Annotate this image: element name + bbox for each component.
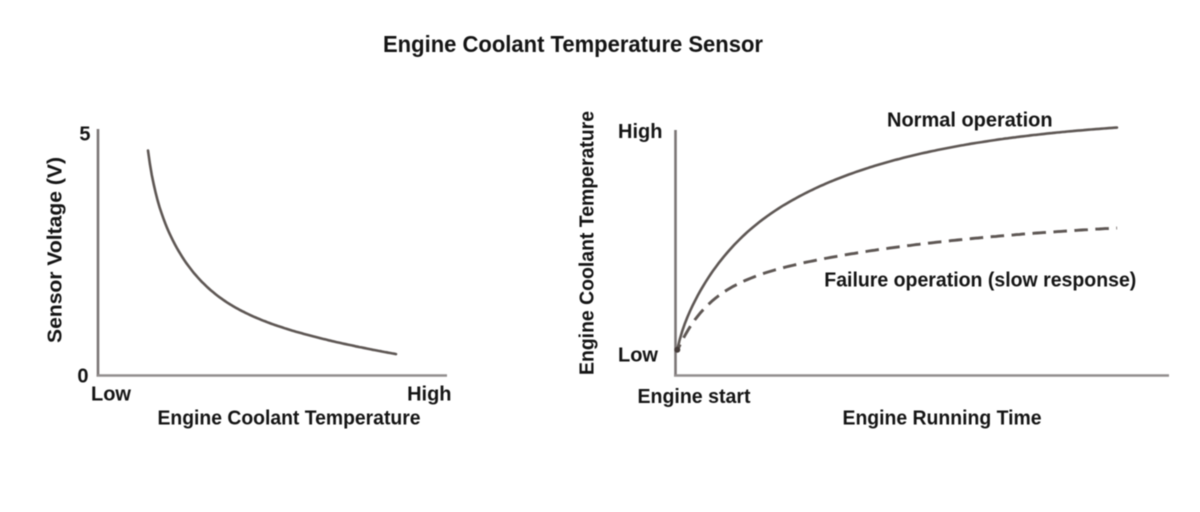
svg-text:Engine Coolant Temperature Sen: Engine Coolant Temperature Sensor [383, 31, 763, 57]
svg-text:High: High [618, 121, 662, 143]
svg-text:5: 5 [79, 124, 90, 146]
svg-text:Low: Low [618, 345, 658, 367]
svg-text:Engine Coolant Temperature: Engine Coolant Temperature [577, 111, 599, 375]
svg-text:Normal operation: Normal operation [887, 110, 1053, 132]
svg-text:Sensor Voltage (V): Sensor Voltage (V) [45, 157, 67, 343]
svg-text:0: 0 [77, 366, 88, 388]
svg-text:Failure operation (slow respon: Failure operation (slow response) [824, 270, 1136, 292]
svg-text:Low: Low [91, 384, 131, 406]
svg-text:Engine Running Time: Engine Running Time [843, 408, 1042, 430]
svg-text:Engine start: Engine start [638, 386, 751, 408]
svg-text:Engine Coolant Temperature: Engine Coolant Temperature [158, 408, 421, 430]
svg-text:High: High [407, 384, 451, 406]
